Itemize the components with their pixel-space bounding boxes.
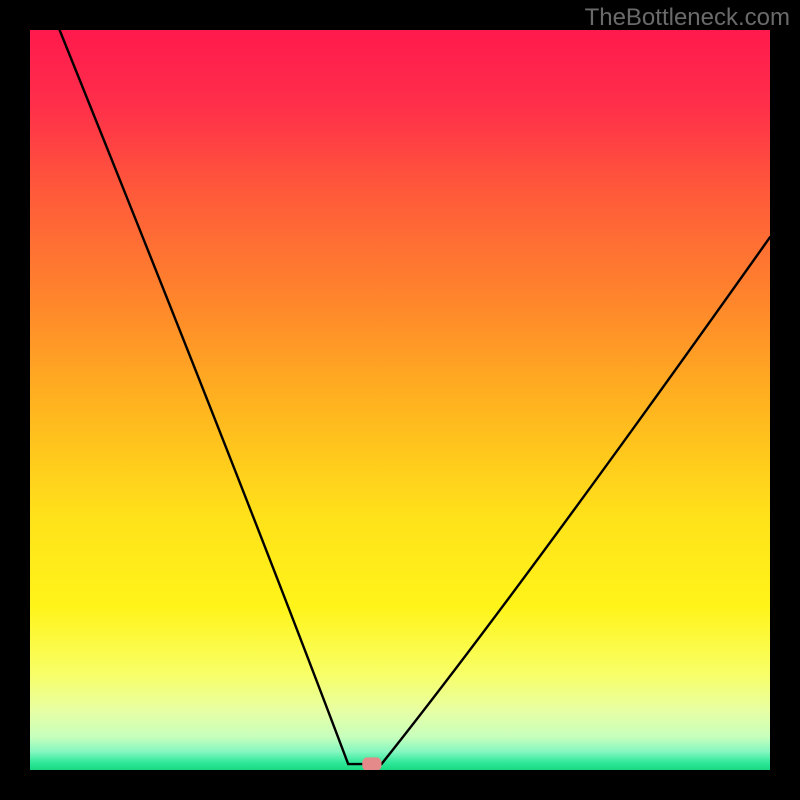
bottleneck-curve-chart [0, 0, 800, 800]
watermark-text: TheBottleneck.com [585, 4, 790, 32]
optimal-point-marker [362, 757, 381, 770]
gradient-background [30, 30, 770, 770]
